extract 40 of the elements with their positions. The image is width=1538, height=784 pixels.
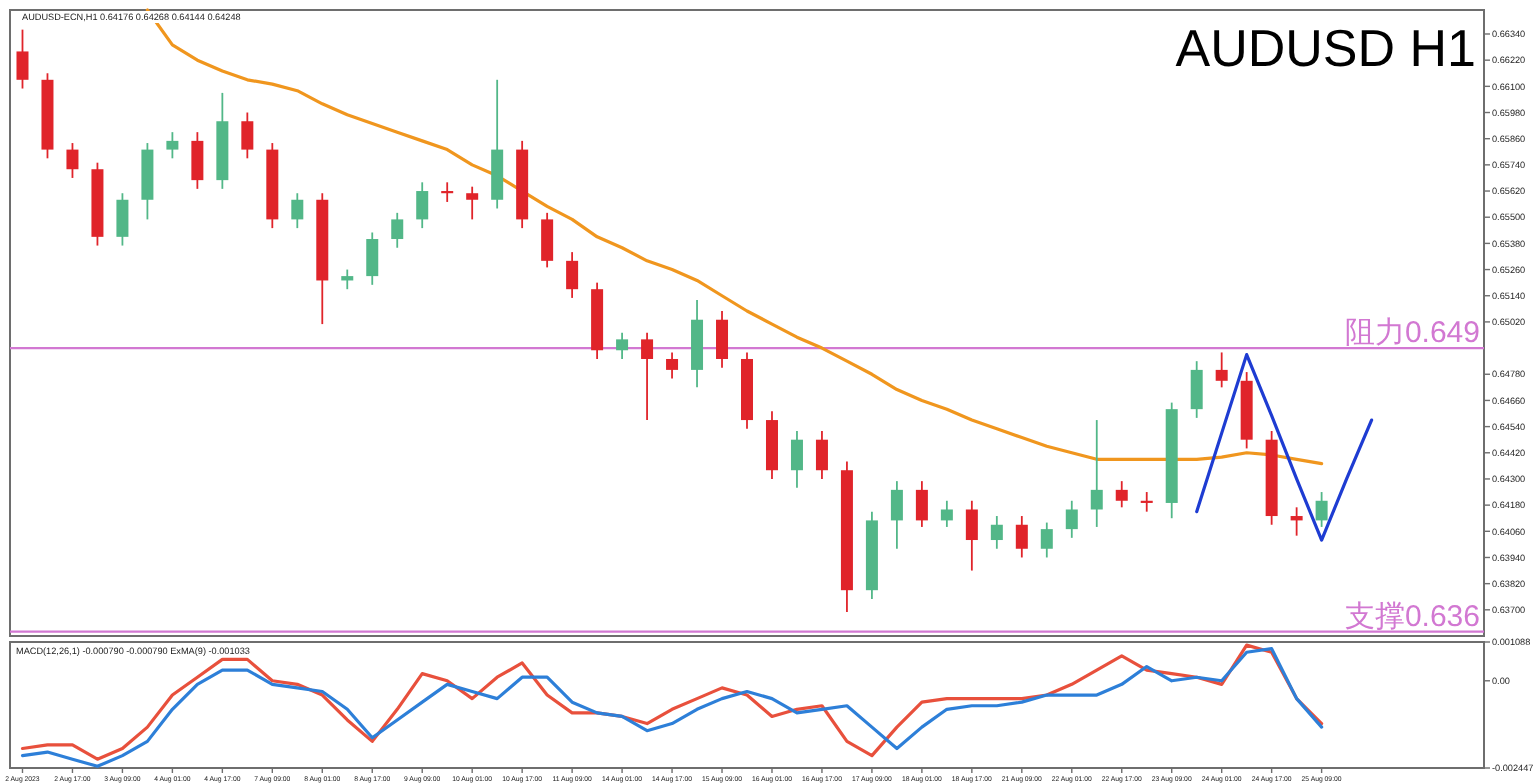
candlestick bbox=[965, 499, 978, 572]
candlestick bbox=[616, 331, 629, 360]
candlestick bbox=[116, 192, 129, 247]
ref-line-label: 支撑0.636 bbox=[1344, 599, 1480, 634]
candlestick bbox=[890, 480, 903, 550]
line-series bbox=[1195, 353, 1374, 542]
candlestick bbox=[441, 181, 454, 203]
candlestick bbox=[566, 251, 579, 299]
candlestick bbox=[1090, 419, 1103, 528]
candlestick bbox=[666, 351, 679, 380]
candlestick bbox=[915, 480, 928, 528]
candlestick bbox=[1015, 515, 1028, 559]
candlestick bbox=[1315, 491, 1328, 528]
candlestick bbox=[66, 142, 79, 179]
candlestick bbox=[16, 28, 29, 90]
candlestick bbox=[1140, 491, 1153, 513]
candlestick bbox=[391, 211, 404, 249]
candlestick bbox=[241, 111, 254, 160]
candlestick bbox=[1115, 480, 1128, 509]
candlestick bbox=[940, 499, 953, 528]
candlestick bbox=[1190, 360, 1203, 419]
candlestick bbox=[166, 131, 179, 160]
candlestick bbox=[1290, 506, 1303, 537]
candlestick bbox=[815, 430, 828, 480]
candlestick bbox=[1065, 499, 1078, 539]
candlestick bbox=[466, 185, 479, 221]
ref-line-label: 阻力0.649 bbox=[1344, 316, 1480, 351]
candlestick bbox=[191, 131, 204, 190]
candlestick bbox=[341, 268, 354, 291]
candlestick bbox=[990, 515, 1003, 550]
candlestick bbox=[541, 211, 554, 269]
candlestick bbox=[716, 310, 729, 369]
candlestick bbox=[790, 430, 803, 489]
candlestick bbox=[1215, 351, 1228, 389]
candlestick bbox=[291, 192, 304, 230]
candlestick bbox=[366, 231, 379, 286]
candlestick bbox=[641, 331, 654, 421]
chart-title: AUDUSD H1 bbox=[1175, 18, 1476, 78]
candlestick bbox=[1040, 521, 1053, 559]
candlestick bbox=[416, 181, 429, 230]
